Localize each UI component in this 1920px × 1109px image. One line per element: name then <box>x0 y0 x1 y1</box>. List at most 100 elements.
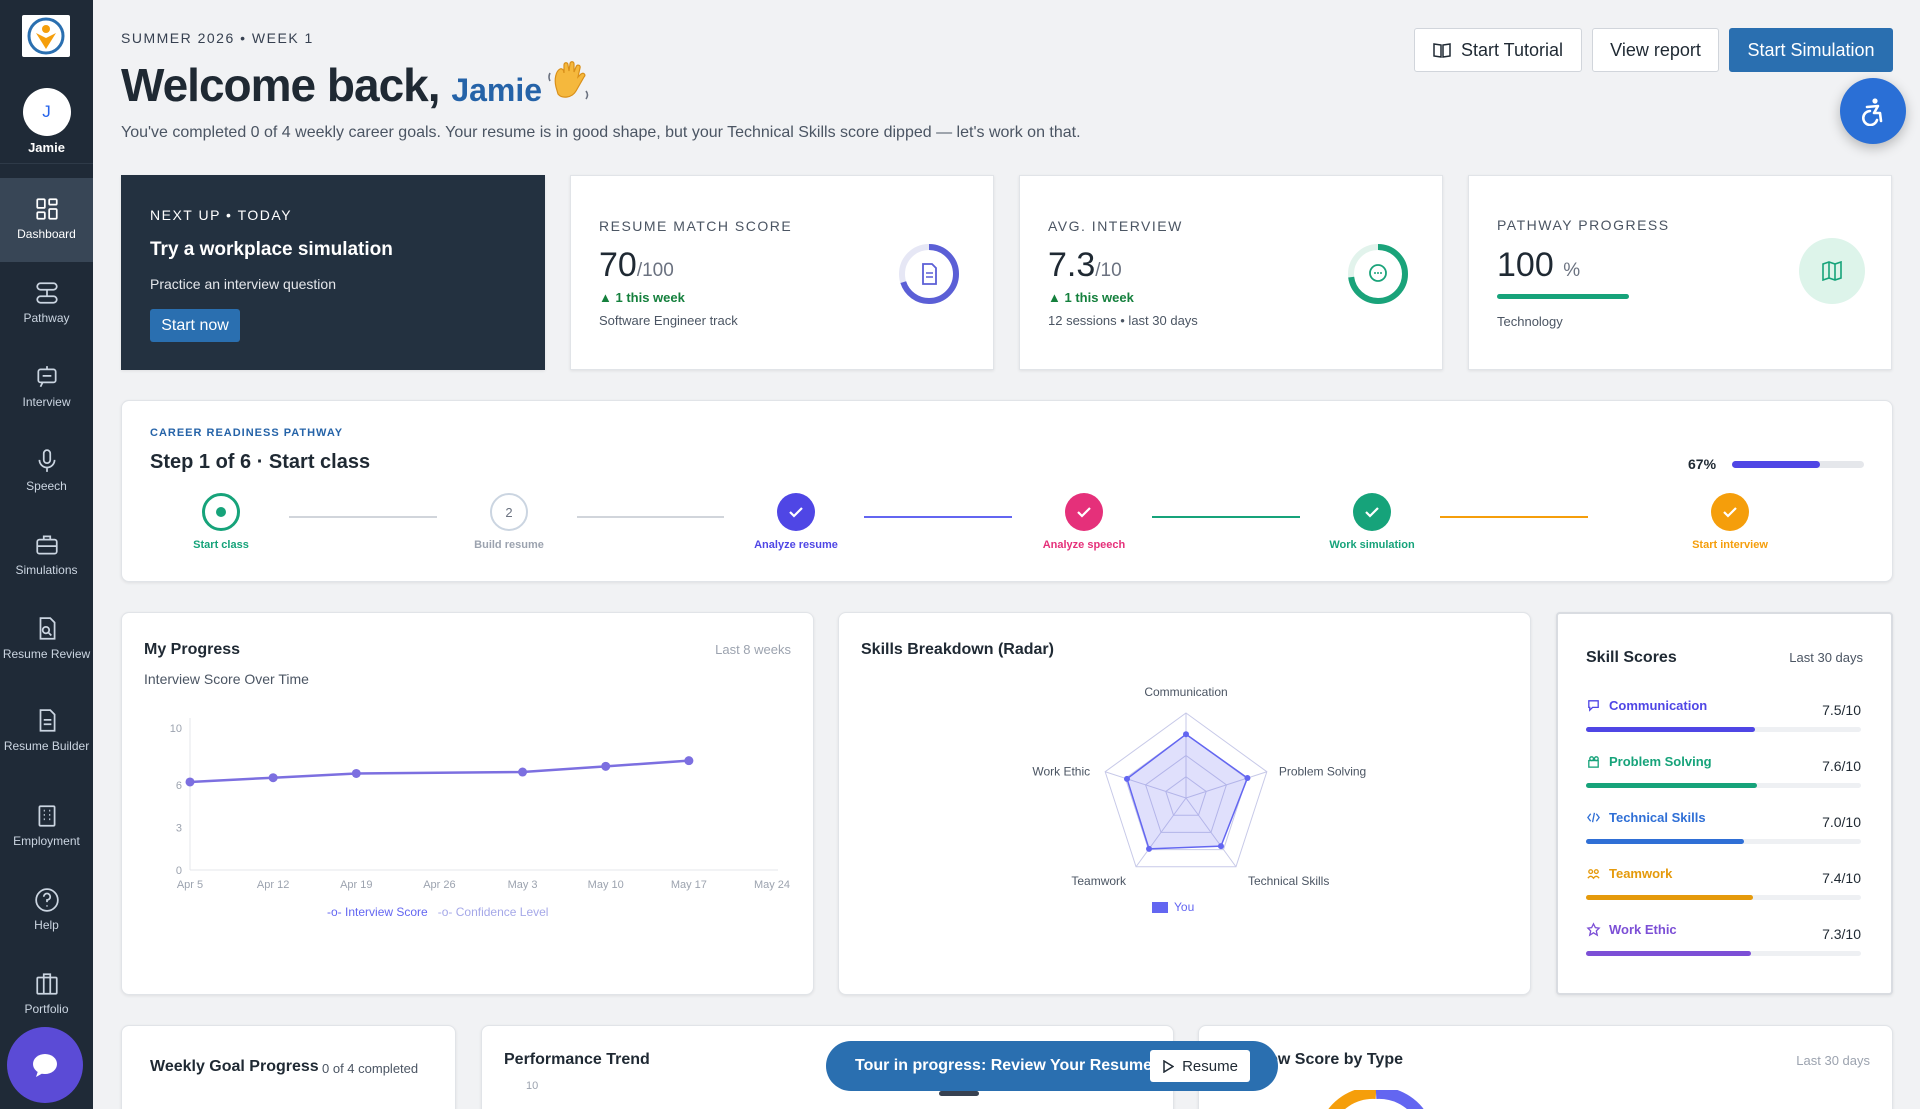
start-tutorial-button[interactable]: Start Tutorial <box>1414 28 1582 72</box>
nav-item-help[interactable]: Help <box>0 869 93 953</box>
radar-spoke <box>1105 771 1187 799</box>
skill-row-communication: Communication 7.5/10 <box>1586 698 1861 732</box>
avg-interview-card: AVG. INTERVIEW 7.3/10 ▲ 1 this week 12 s… <box>1019 175 1443 370</box>
nav-item-simulations[interactable]: Simulations <box>0 514 93 598</box>
step-analyze-speech[interactable]: Analyze speech <box>1024 493 1144 551</box>
term-label: SUMMER 2026 • WEEK 1 <box>121 30 314 46</box>
accessibility-button[interactable] <box>1840 78 1906 144</box>
y-tick-label: 10 <box>170 723 182 735</box>
nav-item-speech[interactable]: Speech <box>0 430 93 514</box>
y-tick-label: 3 <box>176 822 182 834</box>
step-analyze-resume[interactable]: Analyze resume <box>736 493 856 551</box>
check-icon <box>777 493 815 531</box>
performance-title: Performance Trend <box>504 1051 650 1068</box>
skill-name: Teamwork <box>1586 866 1861 881</box>
view-report-label: View report <box>1610 39 1701 60</box>
dashboard-icon <box>35 198 58 220</box>
sidebar: J Jamie Dashboard Pathway Interview Speech S… <box>0 0 93 1109</box>
interview-score-point <box>185 777 195 787</box>
radar-legend: You <box>1152 900 1194 914</box>
step-label: Start interview <box>1692 539 1768 551</box>
skill-value: 7.5/10 <box>1822 702 1861 718</box>
puzzle-icon <box>1588 756 1599 768</box>
performance-y-tick: 10 <box>526 1080 539 1092</box>
radar-series-you <box>1126 733 1249 850</box>
step-build-resume[interactable]: 2 Build resume <box>449 493 569 551</box>
skill-bar <box>1586 727 1861 732</box>
avg-interview-ring <box>1348 244 1408 304</box>
main-content: SUMMER 2026 • WEEK 1 Welcome back, Jamie… <box>93 0 1920 1109</box>
star-icon <box>1586 922 1601 937</box>
chat-launcher-button[interactable] <box>7 1027 83 1103</box>
start-simulation-button[interactable]: Start Simulation <box>1729 28 1893 72</box>
nav-item-interview[interactable]: Interview <box>0 346 93 430</box>
skill-value: 7.3/10 <box>1822 926 1861 942</box>
nav-item-pathway[interactable]: Pathway <box>0 262 93 346</box>
start-now-button[interactable]: Start now <box>150 309 240 342</box>
skills-radar-chart: Communication Problem Solving Technical Sk… <box>1032 685 1366 888</box>
resume-score-ring <box>899 244 959 304</box>
document-icon <box>922 263 937 285</box>
resume-score-label: RESUME MATCH SCORE <box>599 218 793 234</box>
nav-label: Help <box>34 918 59 932</box>
avg-interview-note: 12 sessions • last 30 days <box>1048 313 1198 328</box>
interview-type-card: Interview Score by Type Last 30 days <box>1198 1025 1893 1109</box>
radar-spoke <box>1185 771 1267 799</box>
nav-item-resume-review[interactable]: Resume Review <box>0 598 93 690</box>
microphone-icon <box>38 449 55 472</box>
skill-value: 7.6/10 <box>1822 758 1861 774</box>
x-tick-label: May 24 <box>754 879 790 891</box>
skill-scores-card: Skill Scores Last 30 days Communication 7… <box>1556 612 1893 995</box>
chart-subtitle: Interview Score Over Time <box>144 671 309 687</box>
nav-item-portfolio[interactable]: Portfolio <box>0 953 93 1037</box>
step-work-simulation[interactable]: Work simulation <box>1312 493 1432 551</box>
resume-score-change: ▲ 1 this week <box>599 290 685 305</box>
skill-scores-range: Last 30 days <box>1789 650 1863 665</box>
check-icon <box>1353 493 1391 531</box>
play-icon <box>1163 1059 1175 1073</box>
radar-spoke <box>1135 797 1187 868</box>
nav-label: Resume Review <box>2 647 91 661</box>
check-icon <box>1711 493 1749 531</box>
tour-banner: Tour in progress: Review Your Resume Res… <box>826 1041 1278 1091</box>
interview-score-point <box>684 756 694 766</box>
nav-item-employment[interactable]: Employment <box>0 785 93 869</box>
chat-icon <box>1369 264 1387 282</box>
my-progress-card: My Progress Last 8 weeks Interview Score… <box>121 612 814 995</box>
radar-point <box>1183 731 1189 738</box>
radar-point <box>1217 843 1224 850</box>
legend-confidence-level[interactable]: -o- Confidence Level <box>437 905 549 919</box>
next-up-label: NEXT UP • TODAY <box>150 207 293 223</box>
radar-point <box>1244 775 1251 782</box>
radar-axis-label: Teamwork <box>1071 874 1127 888</box>
legend-interview-score[interactable]: -o- Interview Score <box>327 905 428 919</box>
user-profile[interactable]: J Jamie <box>0 78 93 164</box>
step-connector <box>864 516 1012 518</box>
skill-bar <box>1586 783 1861 788</box>
nav-item-dashboard[interactable]: Dashboard <box>0 178 93 262</box>
skill-value: 7.0/10 <box>1822 814 1861 830</box>
radar-axis-label: Problem Solving <box>1279 765 1366 779</box>
nav-item-resume-builder[interactable]: Resume Builder <box>0 690 93 780</box>
tour-resume-button[interactable]: Resume <box>1150 1050 1250 1082</box>
view-report-button[interactable]: View report <box>1592 28 1719 72</box>
tour-resume-label: Resume <box>1182 1057 1238 1075</box>
avg-interview-value: 7.3/10 <box>1048 246 1122 284</box>
nav-label: Simulations <box>15 563 78 577</box>
nav-label: Pathway <box>23 311 70 325</box>
check-icon <box>1065 493 1103 531</box>
step-start-class[interactable]: Start class <box>161 493 281 551</box>
app-logo[interactable] <box>22 15 70 57</box>
radar-axis-label: Work Ethic <box>1032 765 1090 779</box>
next-up-card: NEXT UP • TODAY Try a workplace simulati… <box>121 175 545 370</box>
map-icon <box>1799 238 1865 304</box>
skill-row-work-ethic: Work Ethic 7.3/10 <box>1586 922 1861 956</box>
tour-handle[interactable] <box>939 1091 979 1096</box>
step-start-interview[interactable]: Start interview <box>1670 493 1790 551</box>
radar-axis-label: Technical Skills <box>1248 874 1329 888</box>
my-progress-range: Last 8 weeks <box>715 642 791 657</box>
chart-legend: -o- Interview Score -o- Confidence Level <box>327 905 548 919</box>
pathway-progress-note: Technology <box>1497 314 1563 329</box>
nav-label: Portfolio <box>24 1002 69 1016</box>
x-tick-label: Apr 5 <box>177 879 203 891</box>
